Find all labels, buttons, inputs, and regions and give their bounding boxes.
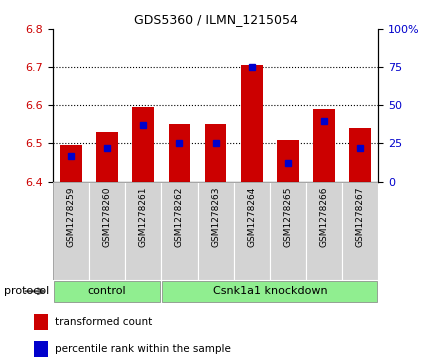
Title: GDS5360 / ILMN_1215054: GDS5360 / ILMN_1215054 bbox=[134, 13, 297, 26]
Bar bbox=[205, 125, 227, 182]
Bar bbox=[162, 281, 378, 302]
Text: GSM1278261: GSM1278261 bbox=[139, 187, 148, 247]
Bar bbox=[161, 182, 198, 280]
Bar bbox=[96, 132, 118, 182]
Bar bbox=[198, 182, 234, 280]
Bar bbox=[306, 182, 342, 280]
Text: GSM1278262: GSM1278262 bbox=[175, 187, 184, 247]
Text: GSM1278266: GSM1278266 bbox=[319, 187, 329, 247]
Bar bbox=[349, 128, 371, 182]
Text: GSM1278263: GSM1278263 bbox=[211, 187, 220, 247]
Bar bbox=[54, 281, 160, 302]
Bar bbox=[89, 182, 125, 280]
Text: GSM1278264: GSM1278264 bbox=[247, 187, 256, 247]
Bar bbox=[234, 182, 270, 280]
Bar bbox=[169, 125, 190, 182]
Text: GSM1278265: GSM1278265 bbox=[283, 187, 293, 247]
Bar bbox=[125, 182, 161, 280]
Text: GSM1278260: GSM1278260 bbox=[103, 187, 112, 247]
Bar bbox=[60, 145, 82, 182]
Bar bbox=[132, 107, 154, 182]
Bar bbox=[241, 65, 263, 182]
Text: GSM1278267: GSM1278267 bbox=[356, 187, 365, 247]
Text: protocol: protocol bbox=[4, 286, 50, 296]
Bar bbox=[342, 182, 378, 280]
Bar bbox=[270, 182, 306, 280]
Text: GSM1278259: GSM1278259 bbox=[66, 187, 75, 247]
Text: Csnk1a1 knockdown: Csnk1a1 knockdown bbox=[213, 286, 327, 296]
Bar bbox=[277, 140, 299, 182]
Bar bbox=[53, 182, 89, 280]
Text: control: control bbox=[88, 286, 126, 296]
Text: percentile rank within the sample: percentile rank within the sample bbox=[55, 344, 231, 354]
Text: transformed count: transformed count bbox=[55, 317, 152, 327]
Bar bbox=[313, 109, 335, 182]
Bar bbox=[34, 314, 48, 330]
Bar bbox=[34, 341, 48, 357]
